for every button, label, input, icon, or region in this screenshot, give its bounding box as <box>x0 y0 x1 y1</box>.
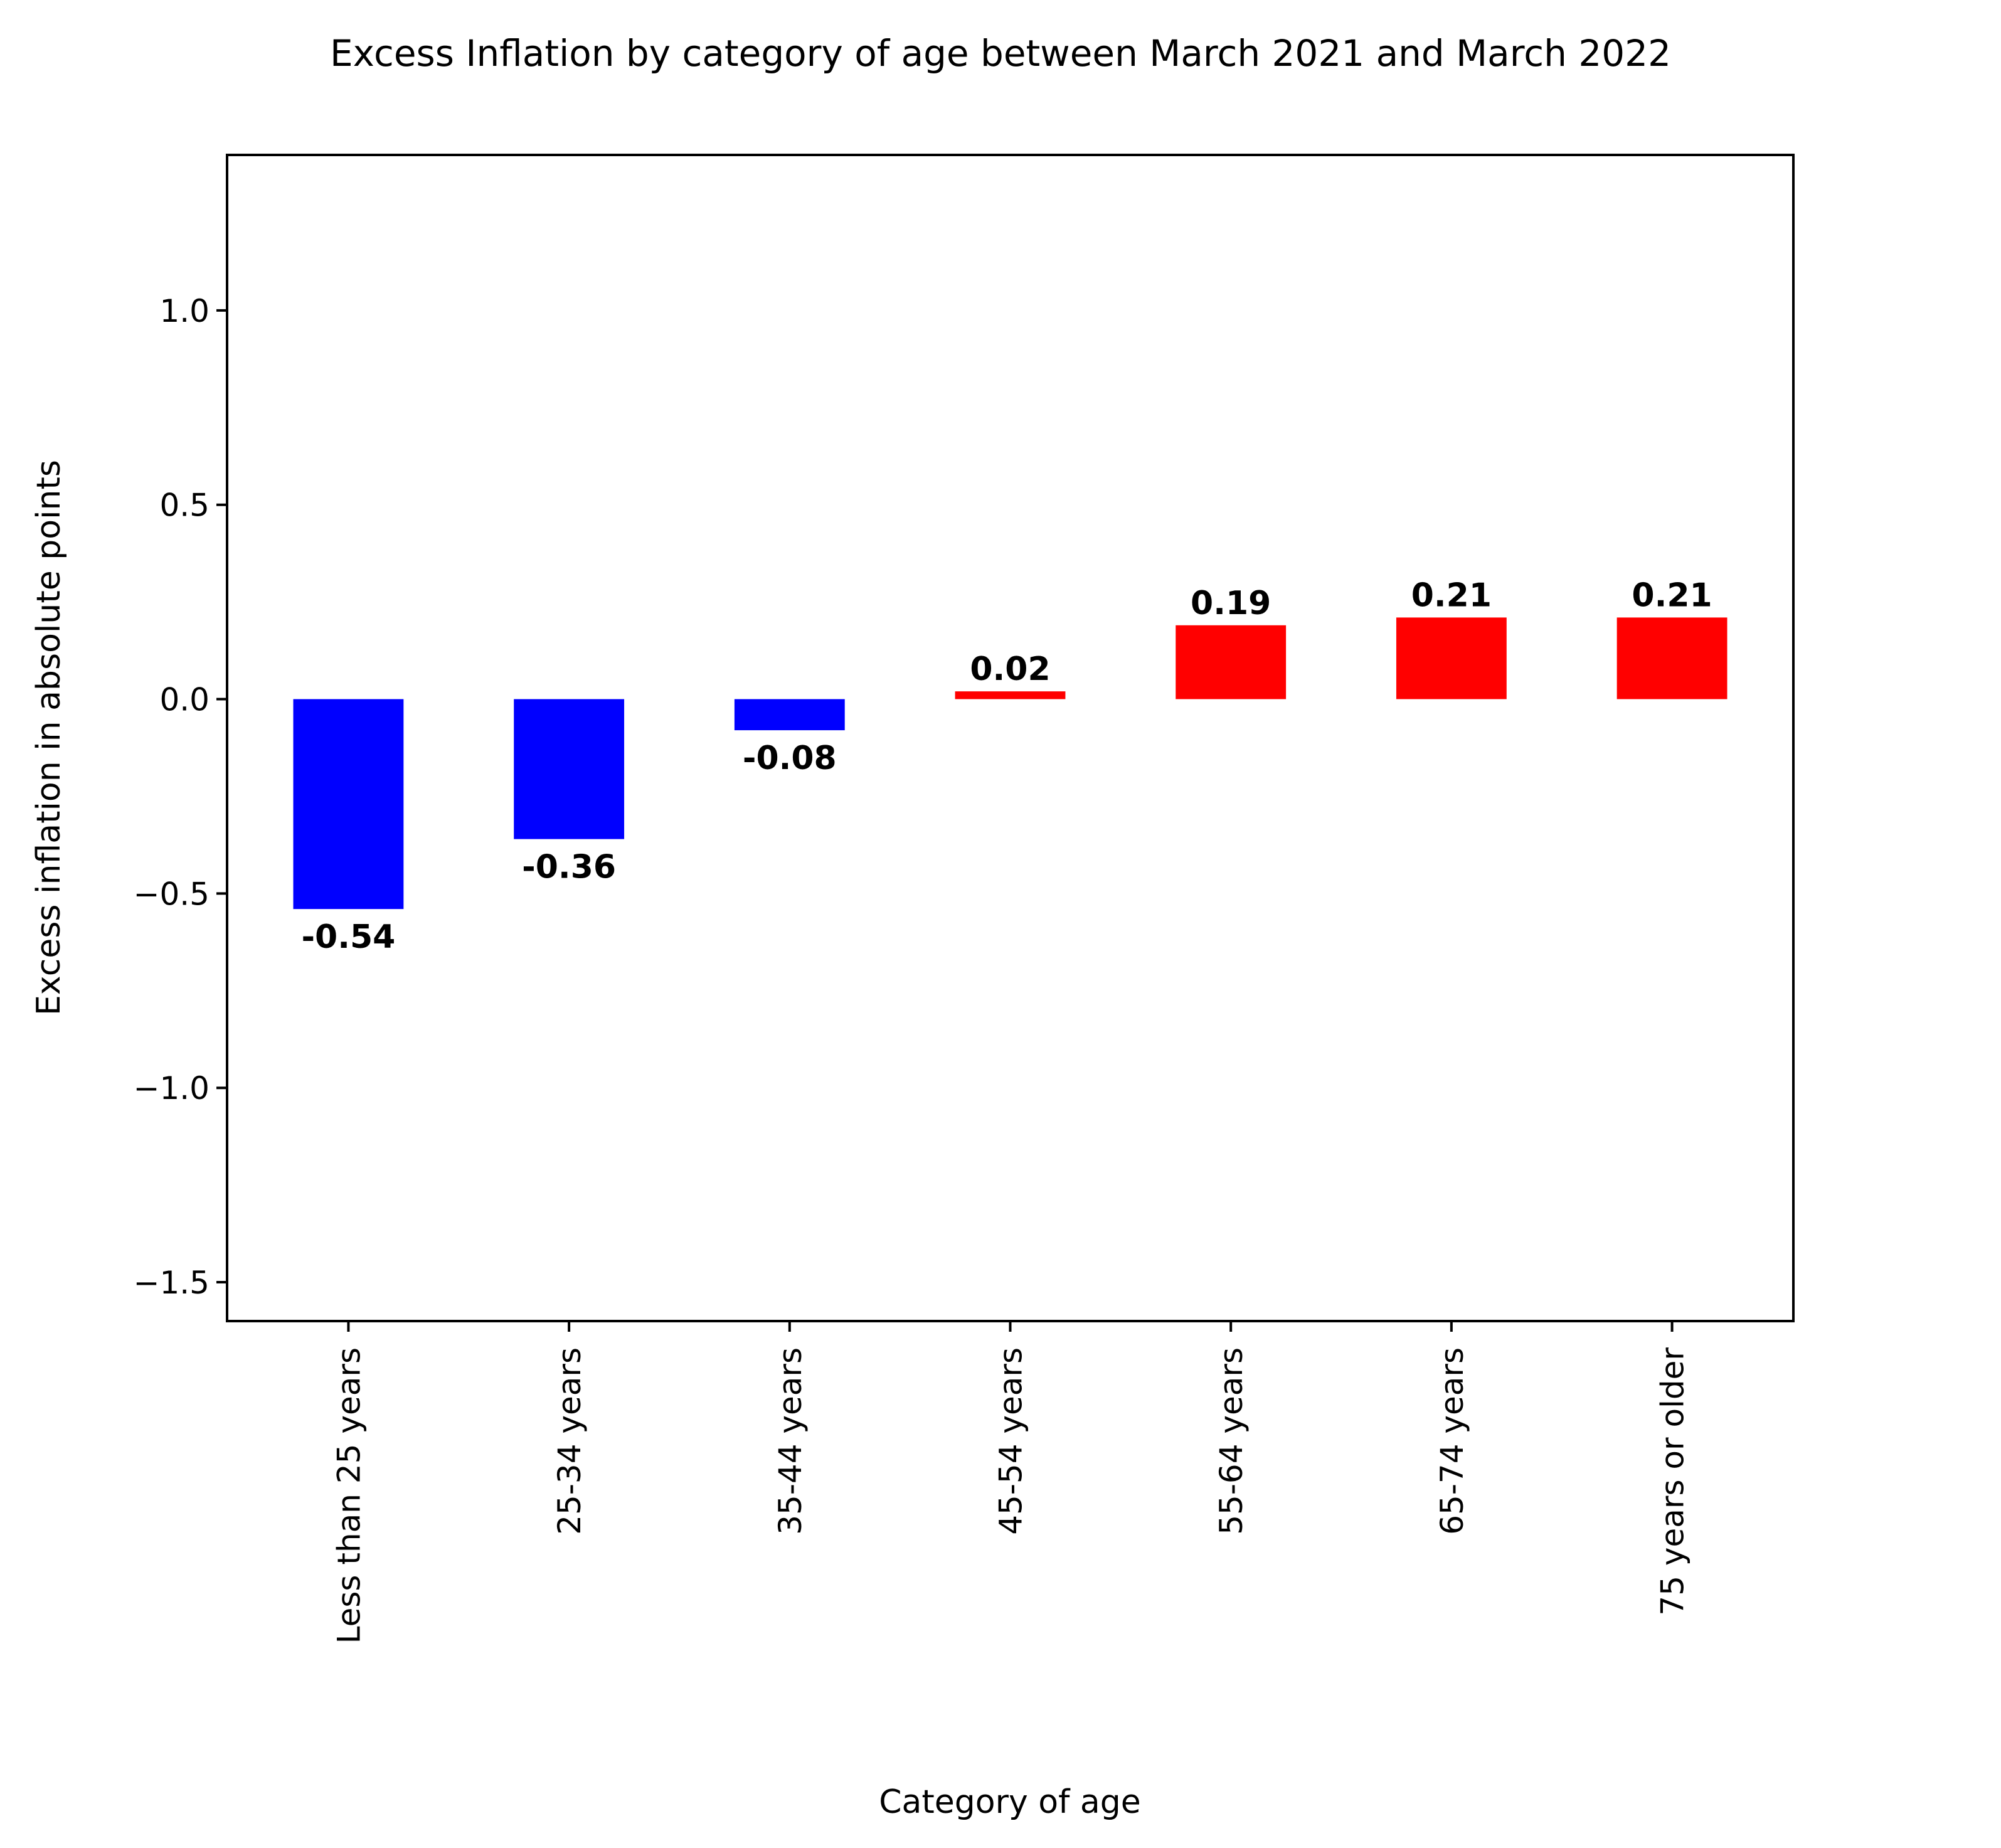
bar-value-labels: -0.54 -0.36 -0.08 0.02 0.19 0.21 0.21 <box>301 576 1712 956</box>
y-tick-label: 0.0 <box>159 682 210 718</box>
bar <box>293 699 404 910</box>
y-axis-label: Excess inflation in absolute points <box>30 460 68 1016</box>
y-tick-label: 1.0 <box>159 293 210 329</box>
y-tick-label: −1.5 <box>134 1265 210 1301</box>
x-tick-label: 45-54 years <box>993 1347 1029 1535</box>
bar <box>1616 617 1728 699</box>
bar-value-label: 0.21 <box>1632 576 1712 614</box>
bars <box>293 617 1728 910</box>
x-axis-ticks: Less than 25 years 25-34 years 35-44 years… <box>331 1321 1691 1644</box>
y-tick-label: 0.5 <box>159 487 210 524</box>
y-tick-label: −0.5 <box>134 876 210 912</box>
bar <box>1396 617 1507 699</box>
bar-value-label: 0.21 <box>1411 576 1492 614</box>
plot-area-frame <box>226 154 1795 1322</box>
chart-title: Excess Inflation by category of age betw… <box>330 32 1671 75</box>
bar-value-label: -0.54 <box>301 918 395 956</box>
x-tick-label: Less than 25 years <box>331 1347 367 1644</box>
x-tick-label: 25-34 years <box>551 1347 588 1535</box>
bar <box>1176 625 1287 699</box>
bar <box>955 691 1066 699</box>
y-axis-ticks: 1.0 0.5 0.0 −0.5 −1.0 −1.5 <box>134 293 227 1301</box>
x-tick-label: 75 years or older <box>1655 1347 1691 1616</box>
bar <box>514 699 625 839</box>
x-axis-label: Category of age <box>879 1783 1141 1821</box>
bar-value-label: 0.02 <box>970 651 1050 688</box>
bar <box>734 699 845 731</box>
y-tick-label: −1.0 <box>134 1070 210 1107</box>
bar-value-label: -0.08 <box>743 740 837 777</box>
bar-value-label: 0.19 <box>1191 585 1271 622</box>
x-tick-label: 65-74 years <box>1434 1347 1470 1535</box>
bar-value-label: -0.36 <box>522 849 616 886</box>
x-tick-label: 55-64 years <box>1213 1347 1250 1535</box>
x-tick-label: 35-44 years <box>772 1347 809 1535</box>
